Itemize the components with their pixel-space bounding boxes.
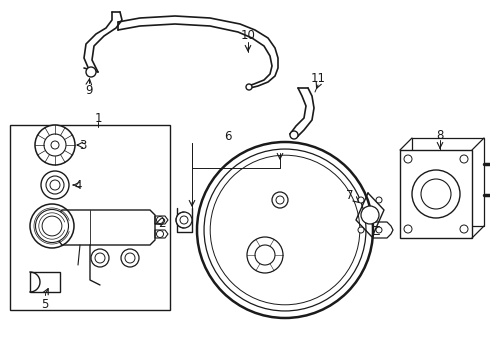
Circle shape [404, 155, 412, 163]
Text: 6: 6 [224, 130, 232, 143]
Circle shape [121, 249, 139, 267]
Circle shape [460, 225, 468, 233]
Text: 4: 4 [74, 179, 82, 192]
Circle shape [246, 84, 252, 90]
Circle shape [247, 237, 283, 273]
Circle shape [42, 216, 62, 236]
Bar [10, 125, 170, 310]
Circle shape [35, 125, 75, 165]
Circle shape [156, 216, 164, 224]
Circle shape [272, 192, 288, 208]
Circle shape [404, 225, 412, 233]
Circle shape [180, 216, 188, 224]
Text: 9: 9 [85, 84, 93, 96]
Circle shape [95, 253, 105, 263]
Circle shape [376, 227, 382, 233]
Bar [400, 150, 472, 238]
Circle shape [204, 149, 366, 311]
Circle shape [30, 204, 74, 248]
Circle shape [460, 155, 468, 163]
Bar [412, 138, 484, 226]
Circle shape [421, 179, 451, 209]
Text: 7: 7 [346, 189, 354, 202]
Text: 5: 5 [41, 298, 49, 311]
Text: 10: 10 [241, 28, 255, 41]
Circle shape [376, 197, 382, 203]
Circle shape [358, 227, 364, 233]
Circle shape [358, 197, 364, 203]
Circle shape [91, 249, 109, 267]
Circle shape [412, 170, 460, 218]
Circle shape [156, 230, 164, 238]
Circle shape [44, 134, 66, 156]
Circle shape [276, 196, 284, 204]
Circle shape [51, 141, 59, 149]
Text: 11: 11 [311, 72, 325, 85]
Circle shape [41, 171, 69, 199]
Circle shape [46, 176, 64, 194]
Circle shape [361, 206, 379, 224]
Circle shape [290, 131, 298, 139]
Circle shape [86, 67, 96, 77]
Text: 3: 3 [79, 139, 87, 152]
Circle shape [176, 212, 192, 228]
Circle shape [35, 210, 69, 243]
Bar [30, 272, 60, 292]
Circle shape [255, 245, 275, 265]
Circle shape [197, 142, 373, 318]
Text: 2: 2 [158, 216, 166, 230]
Circle shape [210, 155, 360, 305]
Text: 8: 8 [436, 129, 443, 141]
Circle shape [125, 253, 135, 263]
Circle shape [50, 180, 60, 190]
Text: 1: 1 [94, 112, 102, 125]
